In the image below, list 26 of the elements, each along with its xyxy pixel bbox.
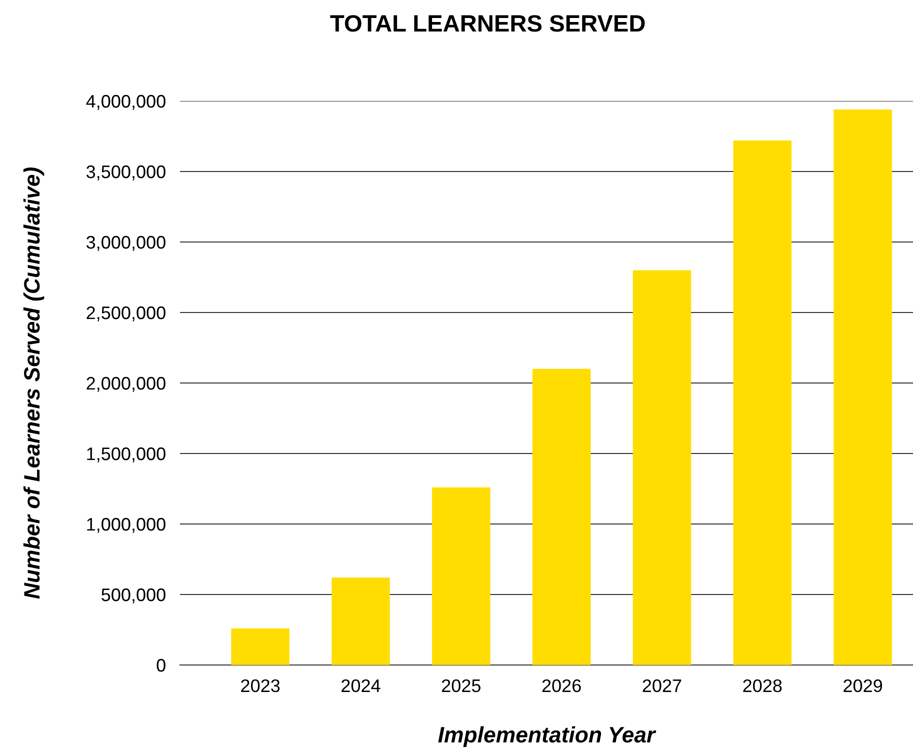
bar	[632, 270, 692, 665]
y-tick-label: 500,000	[102, 588, 166, 604]
x-tick-label: 2026	[542, 679, 581, 692]
bar	[231, 628, 290, 665]
x-tick-label: 2025	[442, 679, 480, 692]
bar	[332, 578, 390, 665]
bar	[532, 368, 591, 665]
x-axis-title: Implementation Year	[438, 726, 656, 747]
chart-title: TOTAL LEARNERS SERVED	[330, 15, 645, 32]
y-tick-label: 3,000,000	[86, 236, 166, 251]
x-tick-label: 2023	[241, 679, 280, 692]
y-tick-label: 1,500,000	[87, 447, 166, 462]
y-tick-label: 1,000,000	[87, 518, 166, 533]
x-tick-label: 2029	[844, 679, 882, 692]
x-tick-label: 2028	[743, 679, 782, 692]
x-tick-label: 2024	[342, 679, 380, 692]
y-tick-label: 0	[156, 658, 166, 672]
y-axis-title: Number of Learners Served (Cumulative)	[23, 168, 44, 599]
y-tick-label: 3,500,000	[86, 165, 166, 180]
bar	[432, 487, 490, 665]
x-tick-label: 2027	[642, 679, 682, 692]
y-tick-label: 2,500,000	[86, 306, 166, 322]
bar	[733, 140, 792, 665]
bar	[834, 109, 892, 665]
y-tick-label: 2,000,000	[86, 376, 166, 392]
y-tick-label: 4,000,000	[86, 94, 166, 110]
